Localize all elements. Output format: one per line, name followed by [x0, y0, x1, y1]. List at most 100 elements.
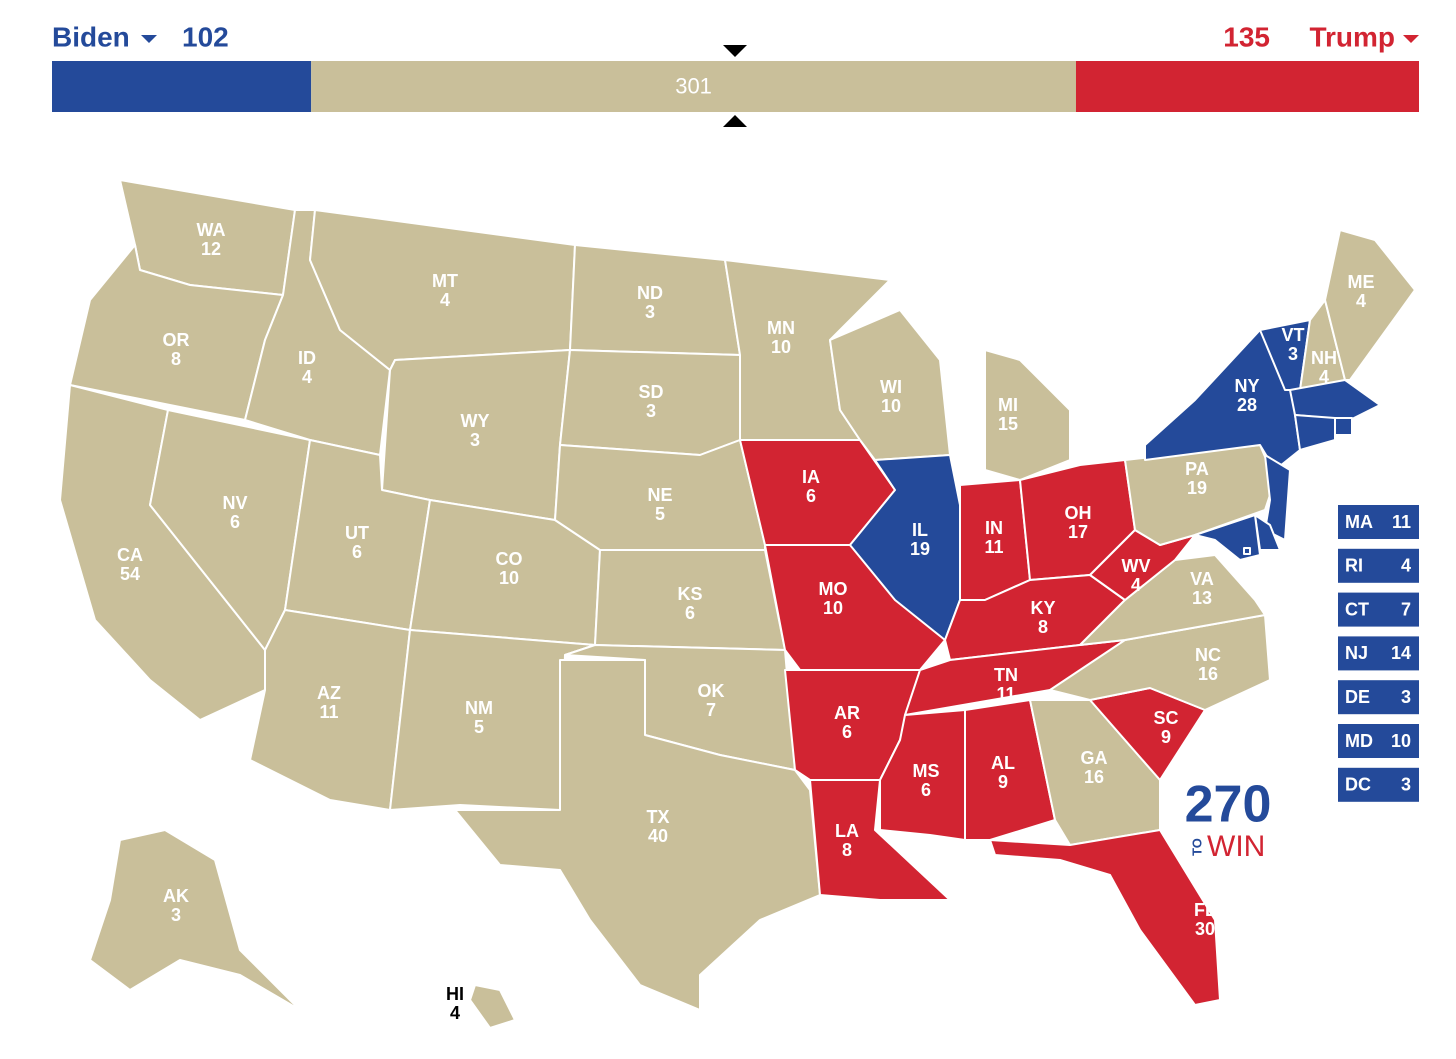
state-abbr: NH [1311, 348, 1337, 368]
state-abbr: MI [998, 395, 1018, 415]
state-abbr: NJ [1345, 643, 1368, 663]
state-votes: 15 [998, 414, 1018, 434]
header: Biden 102 135 Trump 301 [52, 21, 1419, 127]
state-abbr: FL [1194, 900, 1216, 920]
candidate-name[interactable]: Trump [1309, 21, 1395, 52]
state-votes: 3 [646, 401, 656, 421]
state-shape[interactable] [1294, 414, 1336, 451]
state-abbr: UT [345, 523, 369, 543]
state-votes: 10 [1391, 731, 1411, 751]
state-shape[interactable] [1289, 379, 1381, 421]
state-abbr: NY [1234, 376, 1259, 396]
state-abbr: KS [677, 584, 702, 604]
vote-bar: 301 [52, 61, 1419, 112]
state-abbr: AR [834, 703, 860, 723]
state-abbr: DE [1345, 687, 1370, 707]
state-votes: 6 [685, 603, 695, 623]
state-votes: 4 [1356, 291, 1366, 311]
state-votes: 10 [499, 568, 519, 588]
state-shape[interactable] [879, 709, 966, 841]
state-abbr: VT [1281, 325, 1304, 345]
state-abbr: AL [991, 753, 1015, 773]
state-abbr: TX [646, 807, 669, 827]
state-abbr: NE [647, 485, 672, 505]
dropdown-arrow[interactable] [1403, 35, 1419, 43]
state-votes: 17 [1068, 522, 1088, 542]
small-state-box[interactable] [1338, 724, 1419, 758]
state-votes: 6 [842, 722, 852, 742]
small-state-box[interactable] [1338, 548, 1419, 583]
state-shape[interactable] [1243, 547, 1251, 555]
state-votes: 16 [1084, 767, 1104, 787]
state-votes: 4 [302, 367, 312, 387]
majority-marker [723, 115, 747, 127]
state-votes: 3 [645, 302, 655, 322]
state-votes: 30 [1195, 919, 1215, 939]
state-votes: 5 [655, 504, 665, 524]
state-shape[interactable] [454, 659, 821, 1011]
dropdown-arrow[interactable] [141, 35, 157, 43]
state-votes: 10 [771, 337, 791, 357]
small-state-box[interactable] [1338, 767, 1419, 802]
state-abbr: MA [1345, 512, 1373, 532]
state-votes: 54 [120, 564, 140, 584]
state-abbr: NV [222, 493, 247, 513]
state-abbr: KY [1030, 598, 1055, 618]
state-votes: 28 [1237, 395, 1257, 415]
state-abbr: IL [912, 520, 928, 540]
majority-marker [723, 45, 747, 57]
state-abbr: IA [802, 467, 820, 487]
state-abbr: CT [1345, 599, 1369, 619]
state-votes: 5 [474, 717, 484, 737]
state-shape[interactable] [964, 699, 1056, 841]
logo-number: 270 [1185, 776, 1272, 834]
state-votes: 7 [706, 700, 716, 720]
state-abbr: LA [835, 821, 859, 841]
candidate-votes: 135 [1223, 21, 1270, 52]
bar-segment [311, 61, 1076, 112]
state-votes: 3 [1401, 687, 1411, 707]
logo-word: WIN [1207, 830, 1265, 863]
small-state-box[interactable] [1338, 680, 1419, 715]
state-votes: 10 [881, 396, 901, 416]
state-abbr: OR [163, 330, 190, 350]
state-shape[interactable] [1324, 229, 1416, 381]
state-votes: 19 [1187, 478, 1207, 498]
small-state-box[interactable] [1338, 505, 1419, 539]
state-abbr: ME [1348, 272, 1375, 292]
state-votes: 13 [1192, 588, 1212, 608]
state-votes: 8 [1038, 617, 1048, 637]
state-shape[interactable] [89, 829, 301, 1011]
small-state-box[interactable] [1338, 636, 1419, 671]
state-abbr: OH [1065, 503, 1092, 523]
state-abbr: MO [819, 579, 848, 599]
state-votes: 3 [1288, 344, 1298, 364]
state-votes: 40 [648, 826, 668, 846]
state-abbr: WI [880, 377, 902, 397]
state-votes: 14 [1391, 643, 1411, 663]
state-abbr: CO [496, 549, 523, 569]
state-shape[interactable] [469, 984, 516, 1029]
state-shape[interactable] [984, 349, 1071, 481]
tossup-votes: 301 [675, 73, 712, 98]
state-abbr: SD [638, 382, 663, 402]
state-votes: 4 [450, 1003, 460, 1023]
bar-segment [52, 61, 312, 112]
state-votes: 4 [440, 290, 450, 310]
state-shape[interactable] [989, 829, 1221, 1006]
state-abbr: SC [1153, 708, 1178, 728]
state-abbr: CA [117, 545, 143, 565]
state-abbr: ND [637, 283, 663, 303]
state-votes: 6 [230, 512, 240, 532]
state-votes: 9 [1161, 727, 1171, 747]
small-state-box[interactable] [1338, 592, 1419, 627]
logo-small: TO [1189, 838, 1204, 856]
state-votes: 19 [910, 539, 930, 559]
state-votes: 12 [201, 239, 221, 259]
candidate-name[interactable]: Biden [52, 21, 130, 52]
logo: 270 TO WIN [1185, 776, 1272, 863]
state-shape[interactable] [1334, 417, 1353, 436]
state-votes: 3 [171, 905, 181, 925]
state-abbr: WY [461, 411, 490, 431]
